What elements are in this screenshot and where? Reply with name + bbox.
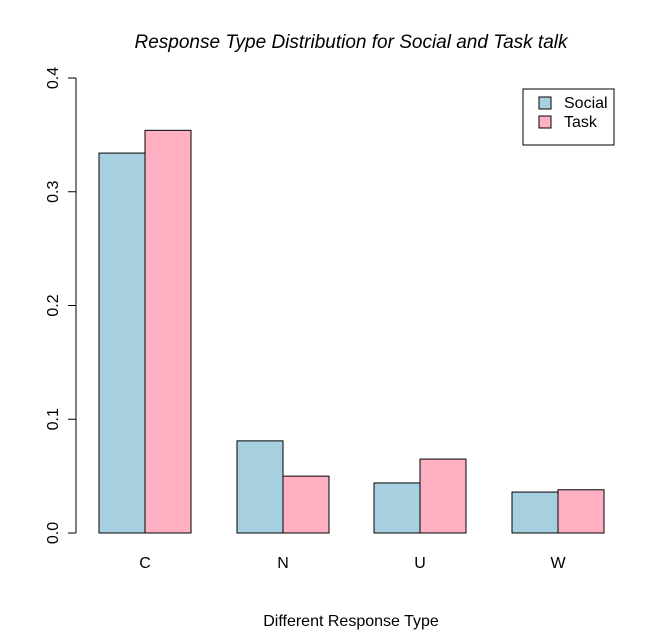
x-tick-label: W bbox=[550, 555, 566, 572]
y-tick-label: 0.1 bbox=[45, 408, 62, 430]
legend-label-social: Social bbox=[564, 95, 608, 112]
bar-C-task bbox=[144, 129, 192, 534]
y-tick-label: 0.4 bbox=[45, 67, 62, 89]
x-tick-label: U bbox=[414, 555, 426, 572]
legend: Social Task bbox=[522, 88, 615, 146]
bar-N-task bbox=[282, 475, 330, 534]
bar-W-social bbox=[511, 491, 559, 534]
legend-swatch-task bbox=[538, 115, 552, 129]
y-tick-label: 0.2 bbox=[45, 294, 62, 316]
legend-box bbox=[522, 88, 615, 146]
bars-group bbox=[98, 129, 605, 534]
bar-W-task bbox=[557, 489, 605, 534]
x-tick-label: N bbox=[277, 555, 289, 572]
bar-C-social bbox=[98, 152, 146, 534]
x-axis-label: Different Response Type bbox=[263, 613, 439, 630]
y-tick-label: 0.3 bbox=[45, 181, 62, 203]
y-axis: 0.0 0.1 0.2 0.3 0.4 bbox=[45, 67, 77, 544]
legend-label-task: Task bbox=[564, 114, 598, 131]
legend-swatch-social bbox=[538, 96, 552, 110]
chart-title: Response Type Distribution for Social an… bbox=[135, 32, 569, 53]
x-tick-label: C bbox=[139, 555, 151, 572]
bar-N-social bbox=[236, 440, 284, 534]
bar-U-social bbox=[373, 482, 421, 534]
bar-U-task bbox=[419, 458, 467, 534]
y-tick-label: 0.0 bbox=[45, 522, 62, 544]
